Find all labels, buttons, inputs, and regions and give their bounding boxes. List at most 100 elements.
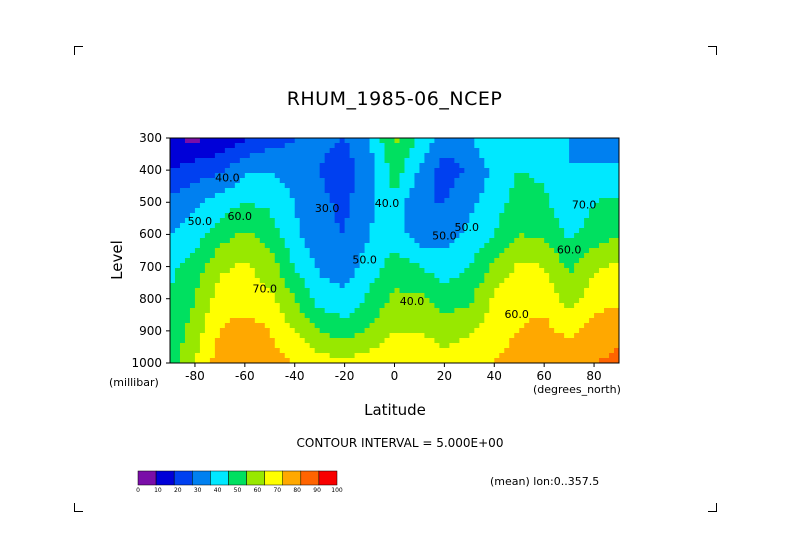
- heatmap-cell: [259, 233, 266, 239]
- heatmap-cell: [324, 248, 331, 254]
- heatmap-cell: [524, 203, 530, 209]
- heatmap-cell: [479, 198, 485, 204]
- heatmap-cell: [179, 288, 186, 294]
- heatmap-cell: [509, 208, 515, 214]
- heatmap-cell: [229, 208, 236, 214]
- heatmap-cell: [449, 208, 455, 214]
- heatmap-cell: [299, 253, 306, 259]
- heatmap-cell: [379, 348, 386, 354]
- heatmap-cell: [539, 168, 545, 174]
- heatmap-cell: [589, 288, 595, 294]
- contour-label: 30.0: [315, 202, 340, 215]
- heatmap-cell: [174, 173, 181, 179]
- heatmap-cell: [234, 323, 241, 329]
- heatmap-cell: [419, 138, 426, 144]
- heatmap-cell: [299, 323, 306, 329]
- heatmap-cell: [549, 233, 555, 239]
- heatmap-cell: [564, 313, 570, 319]
- heatmap-cell: [364, 358, 371, 363]
- heatmap-cell: [264, 243, 271, 249]
- heatmap-cell: [424, 138, 431, 144]
- heatmap-cell: [604, 308, 610, 314]
- heatmap-cell: [514, 243, 520, 249]
- heatmap-cell: [479, 303, 485, 309]
- heatmap-cell: [354, 258, 361, 264]
- heatmap-cell: [599, 218, 605, 224]
- heatmap-cell: [354, 343, 361, 349]
- heatmap-cell: [444, 173, 450, 179]
- heatmap-cell: [399, 138, 406, 144]
- heatmap-cell: [364, 213, 371, 219]
- heatmap-cell: [509, 138, 515, 144]
- heatmap-cell: [479, 173, 485, 179]
- heatmap-cell: [544, 243, 550, 249]
- heatmap-cell: [554, 193, 560, 199]
- heatmap-cell: [170, 248, 176, 254]
- heatmap-cell: [514, 268, 520, 274]
- heatmap-cell: [189, 143, 196, 149]
- heatmap-cell: [499, 303, 505, 309]
- heatmap-cell: [479, 233, 485, 239]
- heatmap-cell: [569, 193, 575, 199]
- heatmap-cell: [589, 333, 595, 339]
- heatmap-cell: [589, 233, 595, 239]
- heatmap-cell: [369, 183, 376, 189]
- heatmap-cell: [524, 208, 530, 214]
- heatmap-cell: [369, 168, 376, 174]
- heatmap-cell: [514, 223, 520, 229]
- heatmap-cell: [314, 298, 321, 304]
- heatmap-cell: [294, 138, 301, 144]
- heatmap-cell: [354, 268, 361, 274]
- heatmap-cell: [454, 198, 460, 204]
- heatmap-cell: [444, 143, 450, 149]
- heatmap-cell: [559, 203, 565, 209]
- heatmap-cell: [464, 263, 470, 269]
- heatmap-cell: [314, 268, 321, 274]
- heatmap-cell: [264, 283, 271, 289]
- heatmap-cell: [449, 313, 455, 319]
- heatmap-cell: [589, 328, 595, 334]
- heatmap-cell: [604, 253, 610, 259]
- heatmap-cell: [199, 168, 206, 174]
- heatmap-cell: [289, 313, 296, 319]
- heatmap-cell: [209, 208, 216, 214]
- heatmap-cell: [184, 293, 191, 299]
- heatmap-cell: [249, 248, 256, 254]
- heatmap-cell: [474, 158, 480, 164]
- mean-longitude-label: (mean) lon:0..357.5: [490, 475, 600, 488]
- heatmap-cell: [299, 278, 306, 284]
- heatmap-cell: [234, 353, 241, 359]
- heatmap-cell: [254, 283, 261, 289]
- heatmap-cell: [369, 328, 376, 334]
- heatmap-cell: [579, 298, 585, 304]
- heatmap-cell: [284, 238, 291, 244]
- heatmap-cell: [254, 318, 261, 324]
- heatmap-cell: [309, 283, 316, 289]
- heatmap-cell: [409, 358, 416, 363]
- heatmap-cell: [584, 223, 590, 229]
- heatmap-cell: [599, 253, 605, 259]
- heatmap-cell: [269, 323, 276, 329]
- heatmap-cell: [419, 188, 426, 194]
- heatmap-cell: [214, 328, 221, 334]
- heatmap-cell: [354, 353, 361, 359]
- heatmap-cell: [374, 313, 381, 319]
- heatmap-cell: [224, 253, 231, 259]
- heatmap-cell: [394, 173, 401, 179]
- heatmap-cell: [574, 178, 580, 184]
- heatmap-cell: [574, 208, 580, 214]
- heatmap-cell: [519, 273, 525, 279]
- heatmap-cell: [194, 203, 201, 209]
- heatmap-cell: [489, 228, 495, 234]
- heatmap-cell: [499, 358, 505, 363]
- heatmap-cell: [604, 138, 610, 144]
- heatmap-cell: [254, 308, 261, 314]
- heatmap-cell: [579, 148, 585, 154]
- heatmap-cell: [170, 223, 176, 229]
- heatmap-cell: [604, 313, 610, 319]
- heatmap-cell: [170, 278, 176, 284]
- heatmap-cell: [269, 138, 276, 144]
- heatmap-cell: [604, 358, 610, 363]
- heatmap-cell: [259, 288, 266, 294]
- heatmap-cell: [599, 343, 605, 349]
